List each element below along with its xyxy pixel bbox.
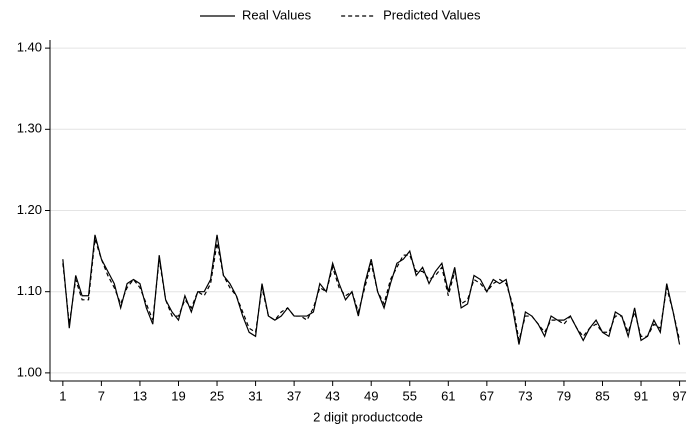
x-tick-label: 55: [403, 388, 417, 403]
x-tick-label: 79: [557, 388, 571, 403]
legend-label: Predicted Values: [383, 7, 481, 22]
x-tick-label: 97: [672, 388, 686, 403]
x-tick-label: 13: [133, 388, 147, 403]
x-tick-label: 19: [171, 388, 185, 403]
x-tick-label: 49: [364, 388, 378, 403]
y-tick-label: 1.10: [17, 283, 42, 298]
x-axis-label: 2 digit productcode: [313, 409, 423, 424]
x-tick-label: 31: [248, 388, 262, 403]
x-tick-label: 91: [634, 388, 648, 403]
x-tick-label: 67: [480, 388, 494, 403]
y-tick-label: 1.20: [17, 202, 42, 217]
series-line: [62, 234, 681, 345]
legend-label: Real Values: [242, 7, 312, 22]
x-tick-label: 73: [518, 388, 532, 403]
y-tick-label: 1.00: [17, 364, 42, 379]
x-tick-label: 25: [210, 388, 224, 403]
y-tick-label: 1.30: [17, 121, 42, 136]
x-tick-label: 7: [98, 388, 105, 403]
series-line: [62, 238, 681, 341]
x-tick-label: 1: [59, 388, 66, 403]
x-tick-label: 43: [325, 388, 339, 403]
x-tick-label: 85: [595, 388, 609, 403]
y-tick-label: 1.40: [17, 40, 42, 55]
x-tick-label: 37: [287, 388, 301, 403]
x-tick-label: 61: [441, 388, 455, 403]
